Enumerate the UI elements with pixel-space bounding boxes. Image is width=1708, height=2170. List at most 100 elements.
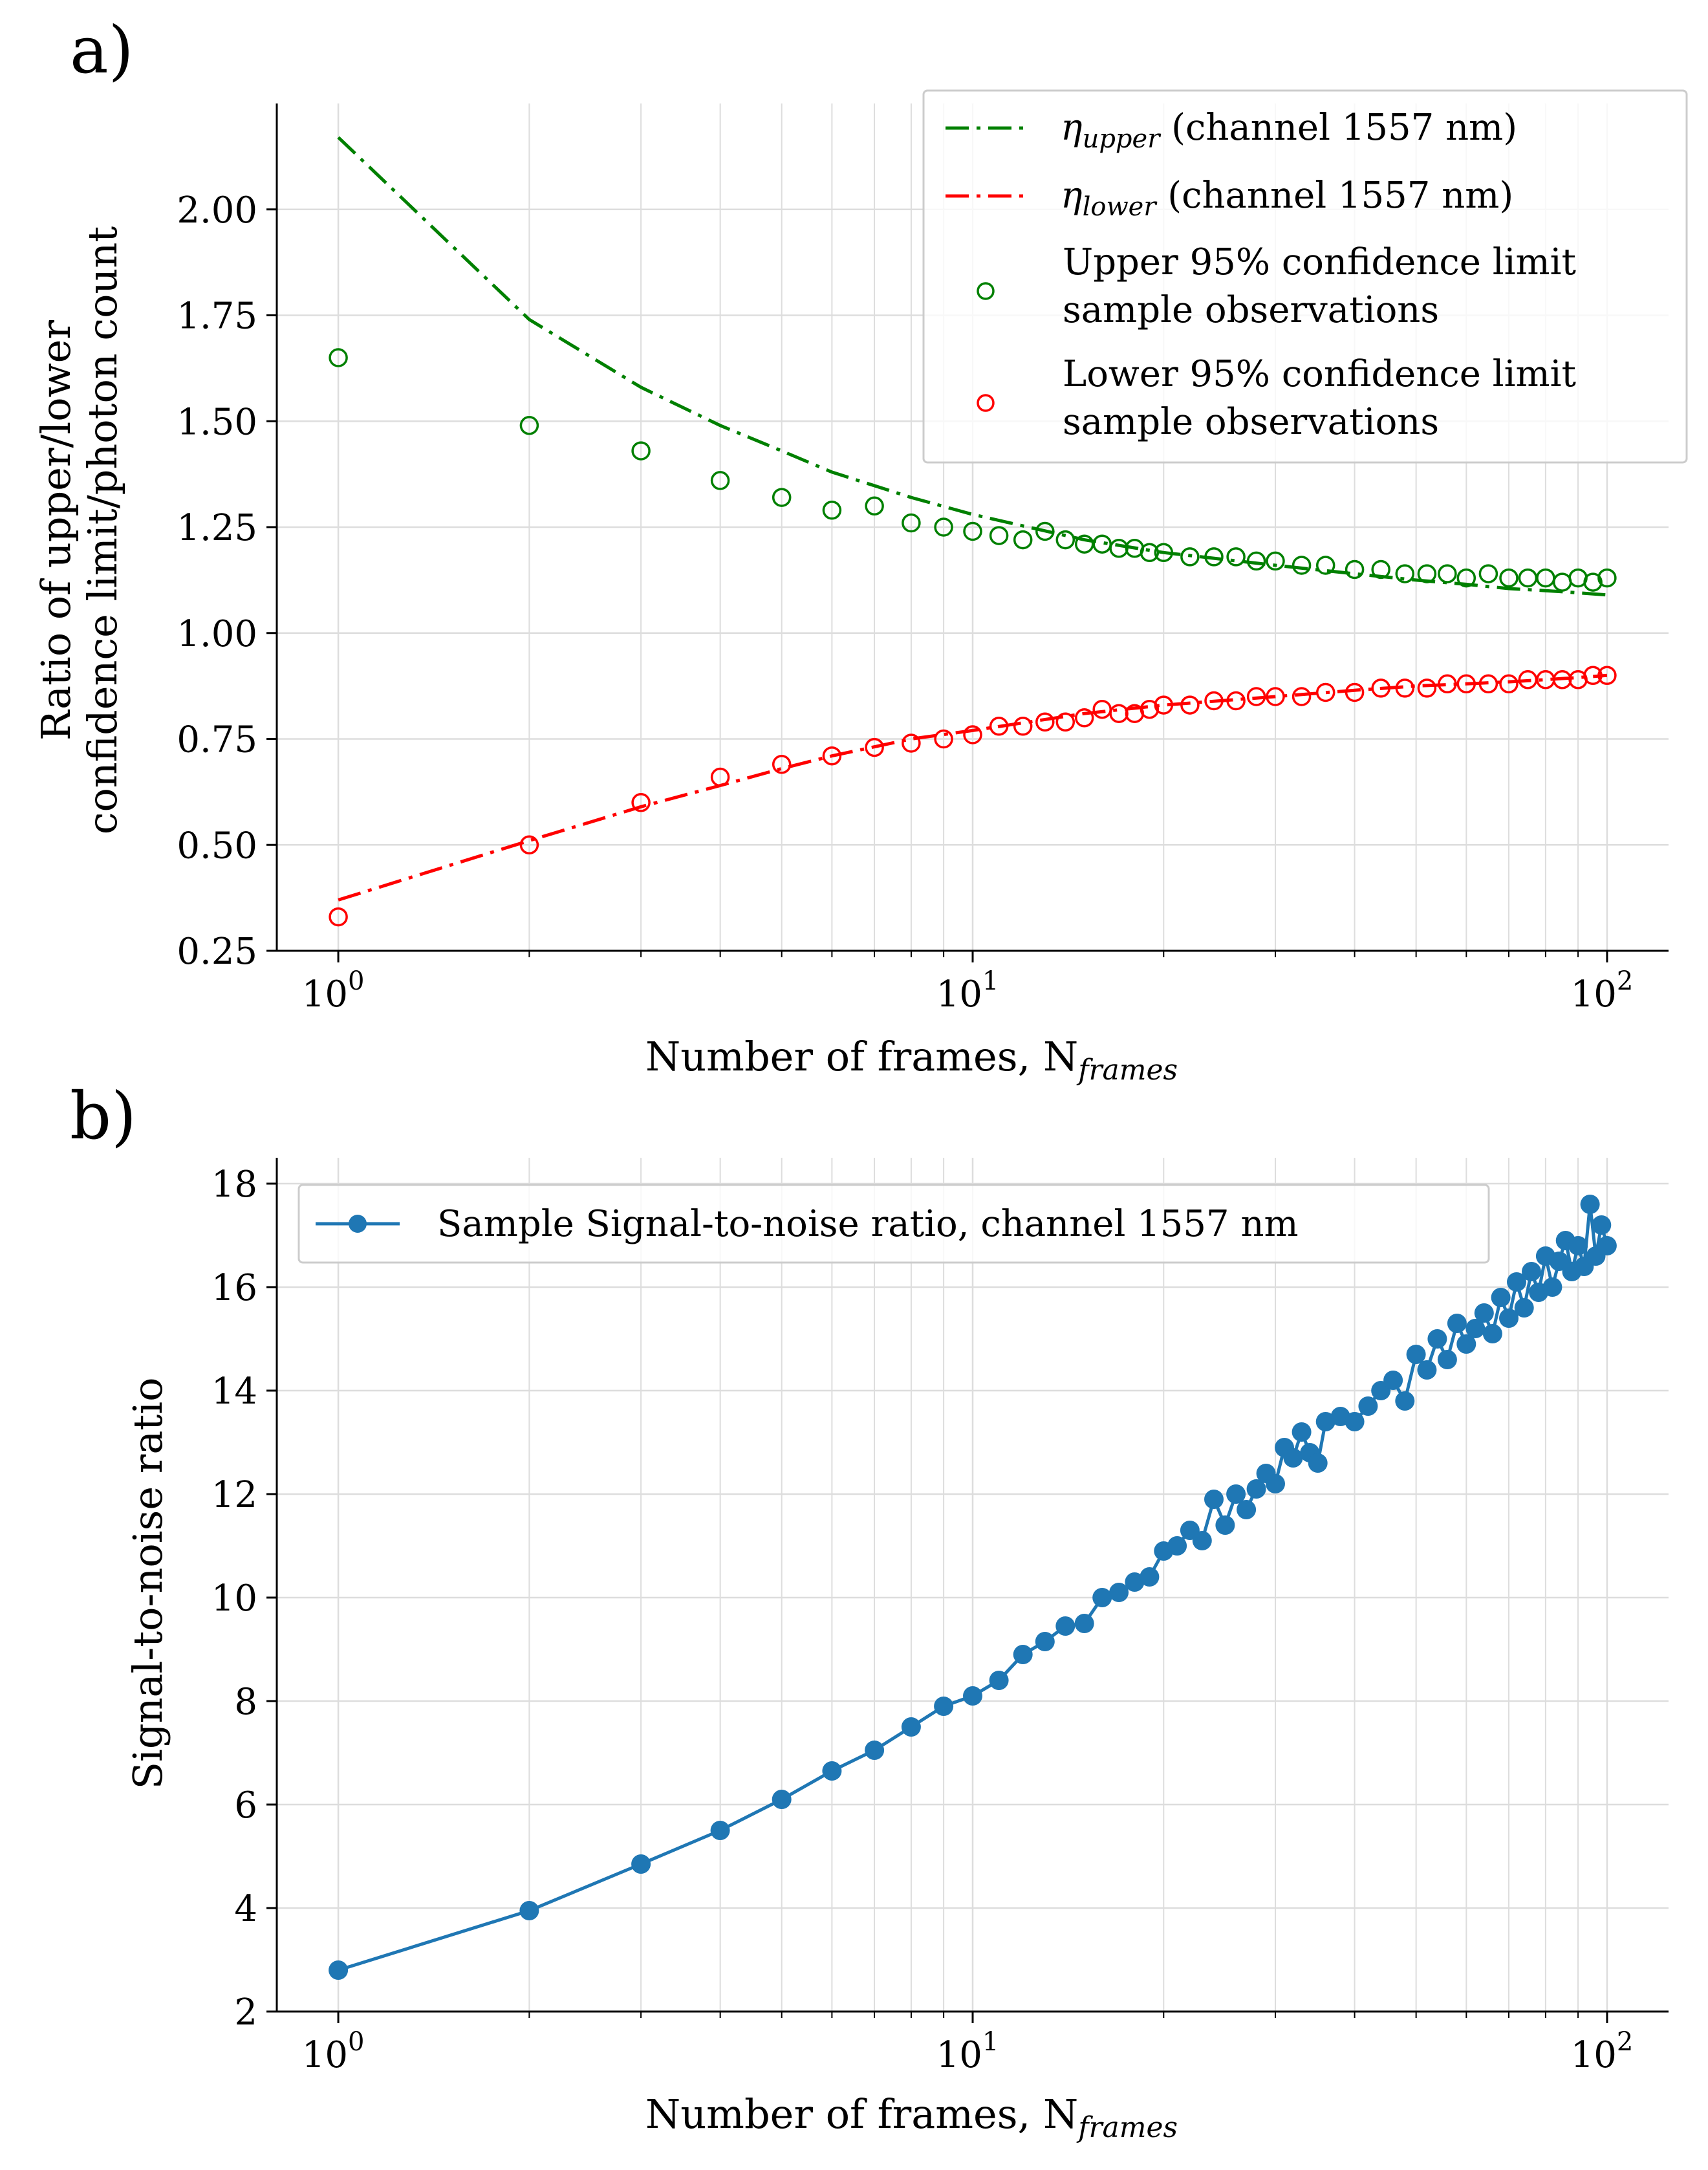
legend-a: ηupper (channel 1557 nm) ηlower (channel…	[922, 89, 1688, 464]
upper_obs-point	[1438, 564, 1457, 583]
upper_obs-point	[1417, 564, 1437, 583]
snr-point	[519, 1901, 539, 1920]
snr-point	[1499, 1308, 1519, 1328]
lower_obs-point	[1345, 682, 1365, 702]
upper_obs-point	[1583, 572, 1603, 592]
snr-point	[1283, 1448, 1303, 1468]
snr-point	[1013, 1645, 1033, 1664]
upper_obs-point	[710, 471, 730, 490]
y-tick-label: 1.25	[177, 507, 257, 549]
y-tick-label: 1.50	[177, 401, 257, 443]
y-tick-label: 0.50	[177, 825, 257, 867]
lower_obs-point	[1055, 712, 1076, 732]
panel-a-label: a)	[70, 12, 134, 88]
snr-point	[1358, 1396, 1378, 1416]
y-tick-label: 6	[234, 1785, 257, 1827]
x-tick-label: 101	[936, 966, 999, 1015]
upper_obs-point	[934, 517, 953, 537]
lower_obs-point	[1292, 687, 1312, 706]
snr-point	[1522, 1262, 1541, 1281]
panel-a: a) 100 101 102 0.25 0.50 0.75 1.00 1.25 1.50 1.75…	[32, 12, 1688, 1087]
legend-a-frame	[922, 89, 1688, 464]
upper_obs-point	[822, 501, 842, 520]
lower_obs-point	[1583, 666, 1603, 686]
lower_obs-point	[902, 733, 921, 753]
legend-eta-lower-label: ηlower (channel 1557 nm)	[1061, 175, 1513, 222]
lower_obs-point	[1013, 717, 1033, 736]
snr-point	[1406, 1345, 1426, 1364]
lower_obs-point	[1246, 687, 1266, 706]
y-tick-label: 18	[211, 1164, 257, 1206]
lower_obs-point	[1180, 695, 1200, 715]
y-tick-label: 2	[234, 1991, 257, 2034]
panel-b: b) 100 101 102 2 4 6 8 10 12 14 16 18 Signal-to-noi…	[70, 1078, 1669, 2144]
upper_obs-point	[1035, 521, 1055, 541]
snr-point	[822, 1761, 842, 1781]
y-axis-label-b: Signal-to-noise ratio	[124, 1378, 171, 1790]
upper_obs-point	[1246, 551, 1266, 571]
series-a	[329, 136, 1617, 927]
lower_obs-point	[963, 725, 982, 744]
y-tick-label: 0.75	[177, 719, 257, 761]
snr-point	[934, 1697, 954, 1716]
lower_obs-point	[1597, 666, 1617, 686]
lower_obs-point	[1154, 695, 1174, 715]
y-tick-label: 0.25	[177, 931, 257, 973]
snr-point	[1266, 1474, 1285, 1493]
snr-point	[1204, 1490, 1224, 1509]
lower_obs-point	[989, 717, 1009, 736]
snr-point	[1597, 1236, 1617, 1255]
snr-point	[631, 1854, 651, 1874]
lower_obs-point	[1371, 678, 1390, 698]
ticks-a: 100 101 102 0.25 0.50 0.75 1.00 1.25 1.50 1.75 2.0…	[177, 190, 1633, 1015]
snr-point	[1437, 1350, 1457, 1369]
upper_obs-point	[1180, 547, 1200, 567]
legend-b-frame	[297, 1184, 1490, 1264]
lower_obs-point	[1456, 674, 1476, 694]
lower_obs-point	[1035, 712, 1055, 732]
lower_obs-point	[822, 746, 842, 766]
upper_obs-point	[1456, 568, 1476, 588]
snr-point	[1491, 1288, 1511, 1307]
y-tick-label: 10	[211, 1578, 257, 1620]
lower_obs-point	[1074, 708, 1094, 728]
y-axis-label-a-line2: confidence limit/photon count	[79, 226, 126, 835]
upper_obs-point	[329, 348, 348, 367]
legend-b: Sample Signal-to-noise ratio, channel 15…	[297, 1184, 1490, 1264]
snr-point	[1035, 1632, 1055, 1651]
snr-point	[1192, 1531, 1212, 1550]
upper_obs-point	[1597, 568, 1617, 588]
snr-point	[329, 1960, 349, 1980]
upper_obs-point	[1292, 556, 1312, 575]
snr-point	[772, 1790, 792, 1809]
legend-snr-label: Sample Signal-to-noise ratio, channel 15…	[437, 1203, 1299, 1245]
y-tick-label: 4	[234, 1888, 257, 1930]
lower_obs-point	[631, 793, 651, 812]
x-tick-label: 102	[1571, 2027, 1634, 2076]
lower_obs-point	[1417, 678, 1437, 698]
y-tick-label: 1.75	[177, 296, 257, 338]
snr-point	[1507, 1272, 1526, 1292]
snr-point	[1345, 1412, 1365, 1431]
upper_obs-point	[1371, 559, 1390, 580]
x-tick-label: 100	[302, 2027, 365, 2076]
snr-point	[1140, 1567, 1160, 1587]
snr-point	[1215, 1515, 1235, 1535]
legend-eta-upper-label: ηupper (channel 1557 nm)	[1061, 107, 1517, 154]
lower_obs-point	[1315, 682, 1335, 702]
legend-lower-obs-marker	[977, 394, 995, 412]
lower_obs-point	[1499, 674, 1519, 694]
legend-lower-obs-label-line2: sample observations	[1063, 401, 1439, 443]
snr-point	[1456, 1334, 1476, 1354]
snr-point	[1568, 1236, 1588, 1255]
legend-lower-obs-label-line1: Lower 95% confidence limit	[1063, 353, 1577, 395]
snr-point	[1055, 1616, 1076, 1636]
lower_obs-point	[329, 907, 348, 927]
upper_obs-point	[1226, 547, 1246, 567]
legend-upper-obs-label-line1: Upper 95% confidence limit	[1063, 241, 1577, 283]
x-axis-label-b: Number of frames, Nframes	[645, 2090, 1178, 2144]
snr-point	[1092, 1588, 1112, 1607]
snr-point	[1474, 1303, 1494, 1323]
upper_obs-point	[772, 488, 792, 507]
snr-point	[1246, 1479, 1266, 1499]
